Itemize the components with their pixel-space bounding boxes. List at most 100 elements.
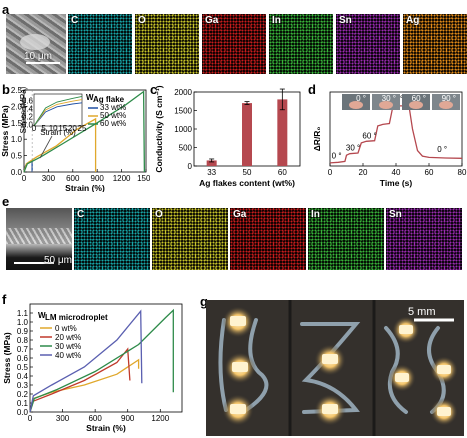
e-map-sn: Sn (386, 208, 462, 270)
e-map-label-sn: Sn (389, 209, 402, 220)
c-bar-33 (206, 160, 217, 166)
b-ytick-label: 1.0 (11, 135, 23, 144)
panel-label-f: f (2, 292, 7, 307)
chart-f: 0 300 600 900 12000.00.10.20.30.40.50.60.70.… (2, 303, 183, 433)
b-inset-series-2 (33, 95, 83, 127)
b-inset-frame (33, 93, 83, 127)
a-map-label-in: In (272, 15, 281, 26)
b-legend-entry: 60 wt% (100, 119, 126, 128)
f-legend-title: W (38, 311, 46, 320)
f-ytick-label: 0.8 (17, 336, 29, 345)
f-ytick-label: 0.9 (17, 327, 29, 336)
scalebar-e (14, 262, 54, 264)
f-legend-entry: 20 wt% (55, 333, 81, 342)
b-series-1 (23, 117, 97, 173)
f-legend-entry: 40 wt% (55, 351, 81, 360)
b-inset-xtick-label: 15 (58, 124, 67, 133)
c-bar-60 (277, 99, 288, 166)
a-map-sn: Sn (336, 14, 400, 74)
c-xtick-label: 33 (207, 168, 216, 177)
f-series-2 (29, 308, 174, 413)
c-ylabel: Conductivity (S cm⁻¹) (154, 85, 164, 172)
b-xtick-label: 300 (42, 174, 56, 183)
panel-label-e: e (2, 194, 10, 209)
d-inset-finger (409, 101, 423, 109)
c-ytick-label: 2000 (174, 88, 192, 97)
b-inset-xtick-label: 25 (78, 124, 87, 133)
d-xlabel: Time (s) (380, 178, 413, 188)
scalebar-g-label: 5 mm (408, 306, 436, 318)
c-xtick-label: 60 (278, 168, 287, 177)
d-xtick-label: 60 (425, 168, 434, 177)
f-ylabel: Stress (MPa) (2, 332, 12, 384)
f-ytick-label: 1.0 (17, 318, 29, 327)
a-map-in: In (269, 14, 333, 74)
b-inset-arrow (39, 135, 53, 159)
a-map-o: O (135, 14, 199, 74)
d-inset-label: 90 ° (442, 94, 456, 103)
panel-label-g: g (200, 294, 208, 309)
f-ytick-label: 0.1 (17, 399, 29, 408)
f-ytick-label: 0.3 (17, 381, 29, 390)
a-map-label-sn: Sn (339, 15, 352, 26)
b-inset-xtick-label: 0 (32, 124, 37, 133)
b-inset-xtick-label: 10 (49, 124, 58, 133)
sem-image-e: 50 μm (6, 208, 72, 270)
f-ytick-label: 0.0 (17, 408, 29, 417)
sem-image-a: 10 μm (6, 14, 66, 74)
b-inset-ytick-label: 0.0 (22, 121, 34, 130)
photo-g: 5 mm (206, 300, 464, 436)
b-ytick-label: 1.5 (11, 119, 23, 128)
f-xtick-label: 1200 (151, 414, 169, 423)
b-xtick-label: 600 (66, 174, 80, 183)
panel-label-c: c (150, 82, 158, 97)
b-inset-xtick-label: 5 (41, 124, 46, 133)
c-bar-50 (242, 103, 252, 166)
a-map-label-ag: Ag (406, 15, 420, 26)
b-inset-ytick-label: 0.6 (22, 97, 34, 106)
f-legend-entry: 0 wt% (55, 324, 77, 333)
scalebar-e-label: 50 μm (44, 255, 72, 266)
f-legend-subscript: LM microdroplet (45, 313, 108, 322)
scalebar-a (26, 62, 60, 64)
f-xtick-label: 900 (121, 414, 135, 423)
d-angle-label: 30 ° (346, 144, 360, 153)
e-map-label-in: In (311, 209, 320, 220)
a-map-ag: Ag (403, 14, 467, 74)
a-map-c: C (68, 14, 132, 74)
b-ylabel: Stress (MPa) (0, 105, 10, 157)
b-inset-series-0 (33, 102, 83, 127)
c-ytick-label: 1500 (174, 107, 192, 116)
b-ytick-label: 2.0 (11, 102, 23, 111)
f-ytick-label: 1.1 (17, 309, 29, 318)
led-lights (222, 306, 458, 426)
d-inset-label: 30 ° (382, 94, 396, 103)
b-inset-ytick-label: 0.2 (22, 113, 34, 122)
f-ytick-label: 0.7 (17, 345, 29, 354)
panel-label-b: b (2, 82, 10, 97)
f-xtick-label: 0 (28, 414, 33, 423)
d-xtick-label: 40 (392, 168, 401, 177)
b-series-2 (23, 90, 146, 173)
e-map-label-c: C (77, 209, 85, 220)
b-xlabel: Strain (%) (65, 183, 105, 192)
d-series (329, 105, 463, 164)
c-xtick-label: 50 (243, 168, 252, 177)
d-angle-label: 60 ° (362, 131, 376, 140)
e-map-label-o: O (155, 209, 163, 220)
b-ytick-label: 0.0 (11, 168, 23, 177)
d-angle-label: 0 ° (332, 151, 342, 160)
a-map-ga: Ga (202, 14, 266, 74)
d-inset-label: 60 ° (412, 94, 426, 103)
d-inset-finger (379, 101, 393, 109)
b-inset-xlabel: Strain (%) (40, 128, 76, 137)
b-inset-xtick-label: 20 (68, 124, 77, 133)
b-inset-series-1 (33, 99, 83, 127)
a-map-label-ga: Ga (205, 15, 219, 26)
d-inset-finger (439, 101, 453, 109)
led-circuit-photo (206, 300, 464, 436)
a-map-label-c: C (71, 15, 79, 26)
b-ytick-label: 2.5 (11, 86, 23, 95)
c-ytick-label: 500 (179, 144, 193, 153)
